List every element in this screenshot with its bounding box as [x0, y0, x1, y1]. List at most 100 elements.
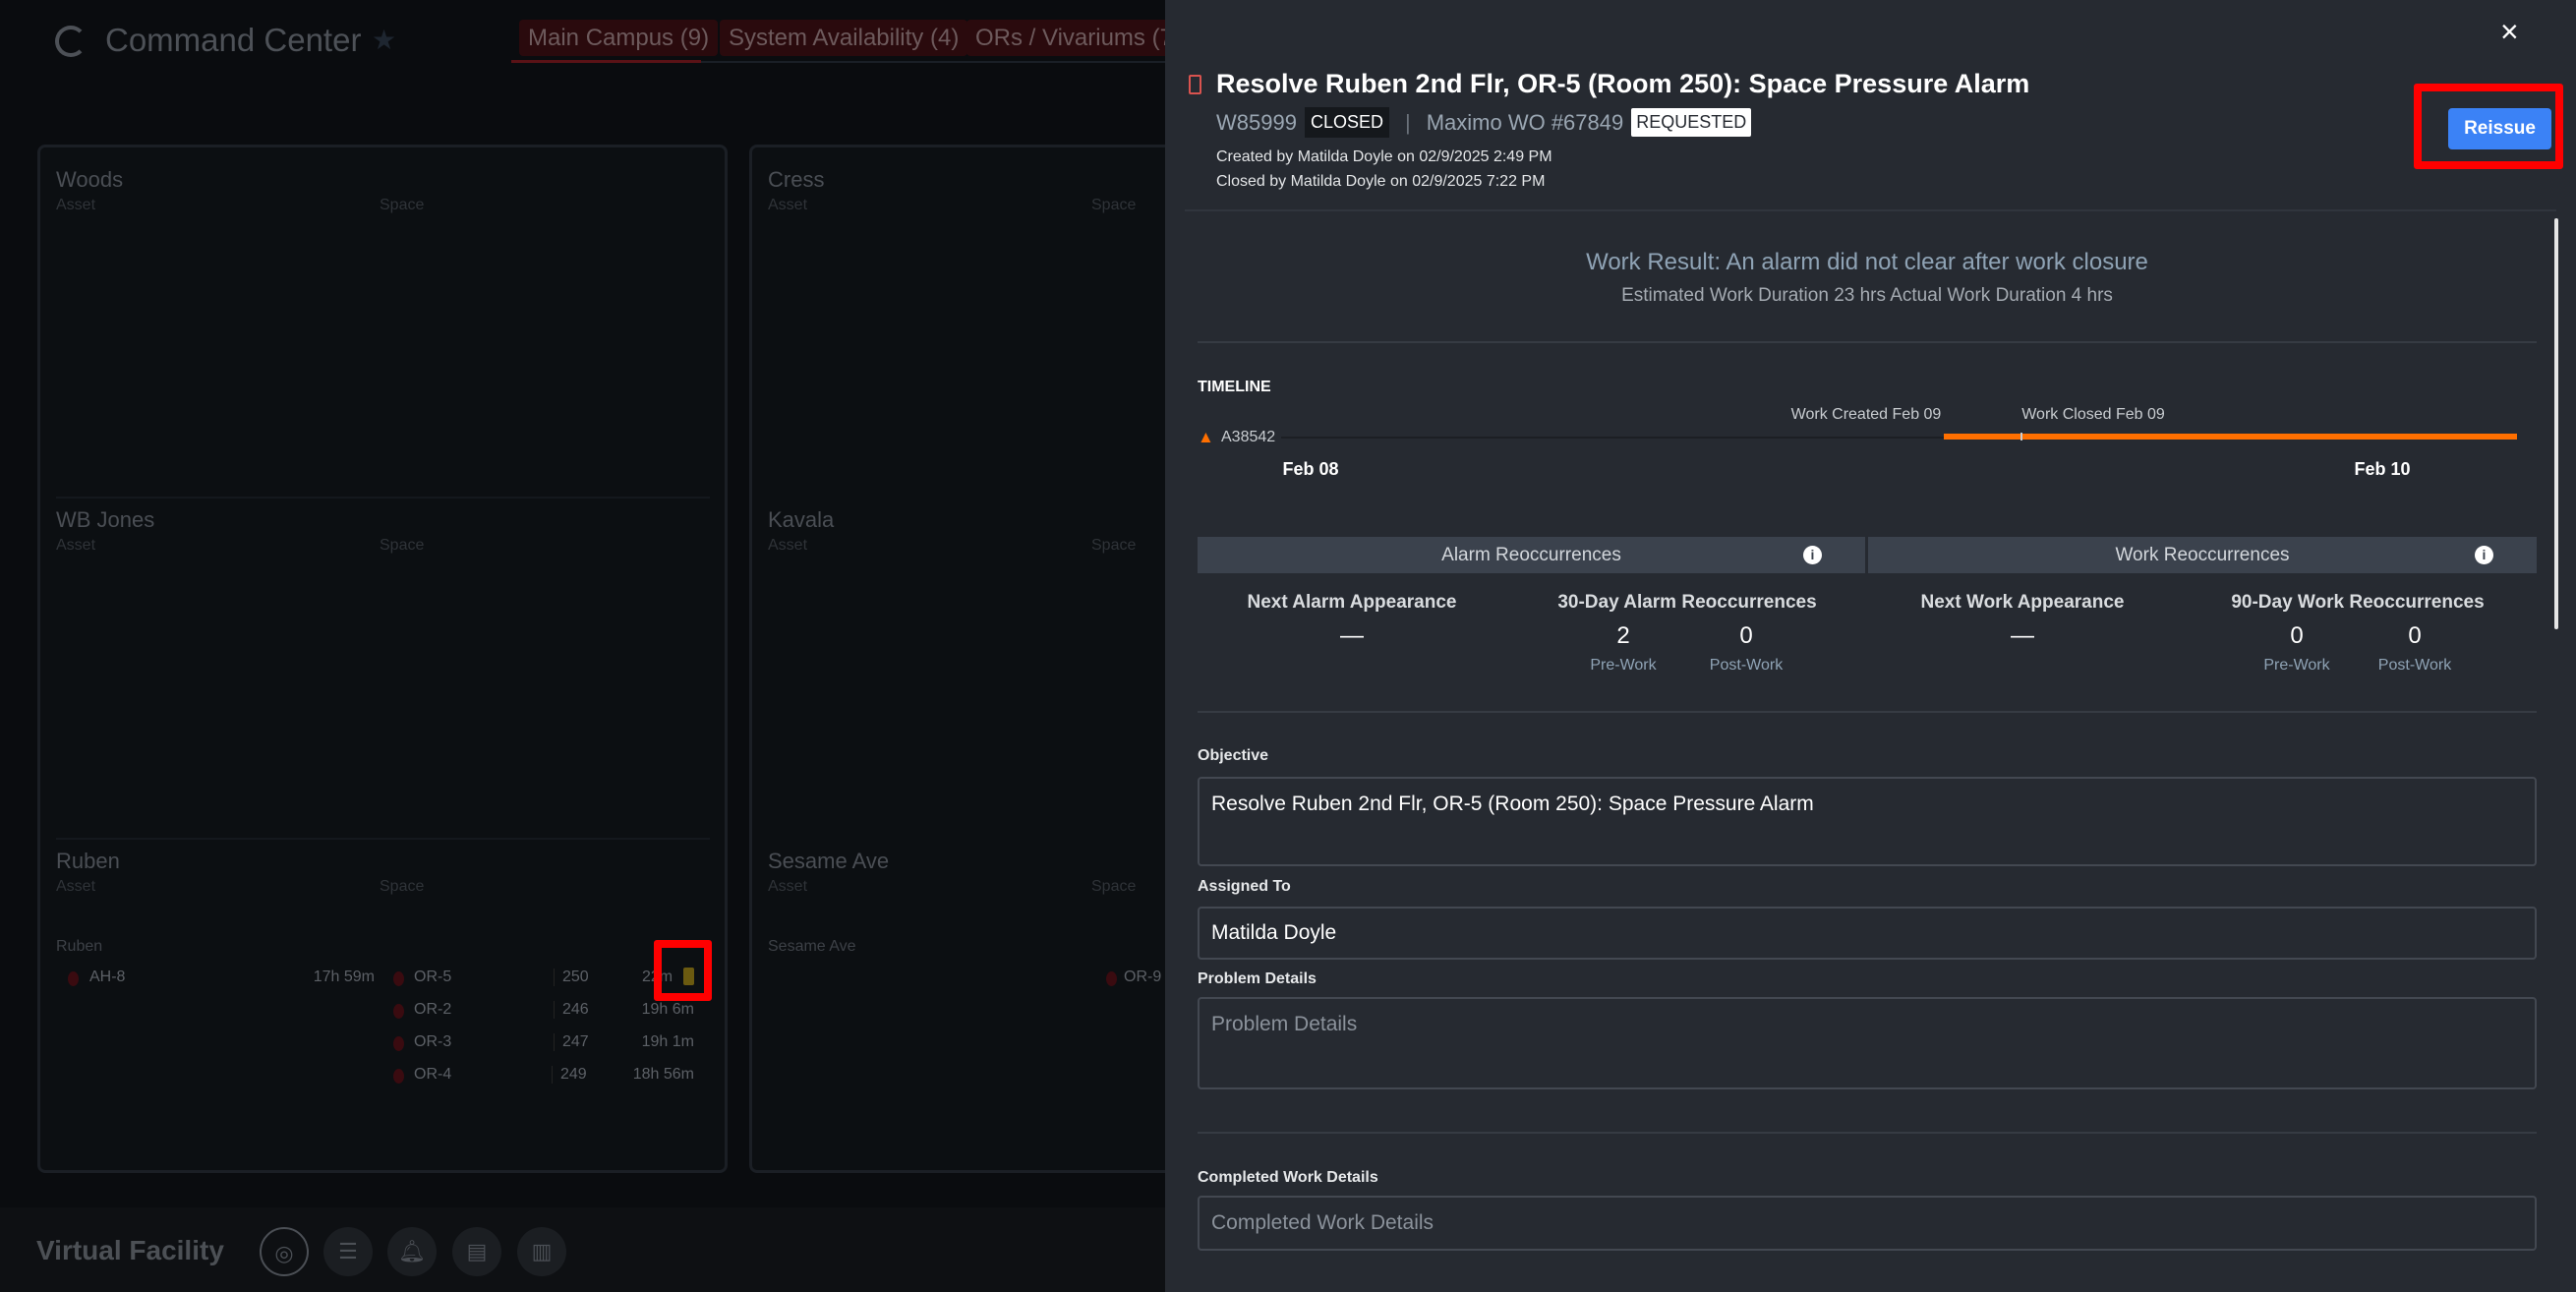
alarm-duration: 17h 59m [313, 969, 375, 985]
highlight-annotation [654, 940, 712, 1001]
space-name: OR-3 [414, 1033, 452, 1050]
chart-icon[interactable]: ▥ [517, 1227, 566, 1276]
alarm-post-work-value: 0 [1739, 622, 1753, 649]
asset-header: Asset [768, 878, 808, 895]
next-work-value: — [2011, 622, 2034, 649]
group-label: Ruben [56, 938, 103, 955]
alarm-reoccurrences-header: Alarm Reoccurrences i [1198, 537, 1865, 573]
space-name: OR-5 [414, 969, 452, 985]
divider [1198, 1132, 2537, 1134]
created-by: Created by Matilda Doyle on 02/9/2025 2:… [1216, 148, 1552, 165]
closed-by: Closed by Matilda Doyle on 02/9/2025 7:2… [1216, 173, 1546, 190]
work-order-icon[interactable] [683, 968, 694, 985]
room-number: 247 [554, 1033, 589, 1051]
scrollbar[interactable] [2554, 218, 2558, 629]
asset-name: AH-8 [89, 969, 126, 985]
timeline-end-date: Feb 10 [2354, 459, 2411, 479]
bell-icon[interactable]: 🔔︎ [387, 1227, 437, 1276]
space-name: OR-4 [414, 1066, 452, 1083]
alarm-count-label: 30-Day Alarm Reoccurrences [1557, 592, 1817, 613]
tab-system-availability[interactable]: System Availability (4) [720, 20, 968, 56]
timeline-label: TIMELINE [1198, 379, 1271, 395]
list-icon[interactable]: ☰ [323, 1227, 373, 1276]
alarm-duration: 18h 56m [632, 1066, 694, 1083]
work-closed-label: Work Closed Feb 09 [2021, 406, 2165, 423]
work-reoccurrences-header: Work Reoccurrences i [1868, 537, 2537, 573]
work-result: Work Result: An alarm did not clear afte… [1586, 249, 2148, 275]
divider [1198, 341, 2537, 343]
alarm-pre-work-value: 2 [1616, 622, 1630, 649]
room-number: 249 [552, 1066, 587, 1084]
maximo-wo: Maximo WO #67849 [1426, 109, 1624, 135]
alarm-duration: 19h 6m [641, 1001, 694, 1018]
next-alarm-label: Next Alarm Appearance [1247, 592, 1457, 613]
favorite-star-icon[interactable]: ★ [372, 25, 397, 55]
timeline-start-date: Feb 08 [1282, 459, 1339, 479]
assigned-to-field[interactable]: Matilda Doyle [1198, 907, 2537, 960]
work-order-icon [1189, 75, 1201, 94]
highlight-annotation [2414, 84, 2563, 169]
bell-icon: ▲ [1198, 428, 1214, 446]
asset-header: Asset [56, 197, 96, 213]
section-title: Woods [56, 167, 124, 192]
section-title: Sesame Ave [768, 849, 890, 873]
separator: | [1404, 109, 1411, 135]
header-divider [1185, 209, 2556, 211]
footer-title: Virtual Facility [36, 1235, 224, 1265]
close-button[interactable]: × [2500, 14, 2519, 49]
maximo-status-badge: REQUESTED [1631, 108, 1752, 137]
tab-underline [511, 61, 1165, 63]
room-number: 250 [554, 969, 589, 986]
alarm-status-dot [393, 971, 404, 986]
work-pre-work-label: Pre-Work [2263, 657, 2330, 674]
alarm-post-work-label: Post-Work [1709, 657, 1784, 674]
space-header: Space [380, 537, 425, 554]
problem-details-field[interactable]: Problem Details [1198, 997, 2537, 1089]
tab-main-campus[interactable]: Main Campus (9) [519, 20, 719, 56]
alarm-status-dot [1106, 971, 1117, 986]
timeline-work-bar [1944, 434, 2517, 440]
space-header: Space [380, 878, 425, 895]
page-title: Command Center [105, 22, 362, 58]
target-icon[interactable]: ◎ [260, 1227, 309, 1276]
next-work-label: Next Work Appearance [1920, 592, 2125, 613]
reissue-button[interactable]: Reissue [2448, 108, 2551, 149]
info-icon[interactable]: i [2475, 546, 2493, 564]
clipboard-icon[interactable]: ▤ [452, 1227, 501, 1276]
completed-work-label: Completed Work Details [1198, 1169, 1378, 1186]
work-pre-work-value: 0 [2290, 622, 2304, 649]
work-order-meta: W85999 CLOSED | Maximo WO #67849 REQUEST… [1216, 107, 1752, 138]
work-post-work-value: 0 [2408, 622, 2422, 649]
group-label: Sesame Ave [768, 938, 856, 955]
status-badge: CLOSED [1304, 107, 1389, 138]
asset-header: Asset [56, 537, 96, 554]
space-name: OR-2 [414, 1001, 452, 1018]
objective-field[interactable]: Resolve Ruben 2nd Flr, OR-5 (Room 250): … [1198, 777, 2537, 866]
alarm-status-dot [393, 1069, 404, 1084]
alarm-status-dot [68, 971, 79, 986]
work-durations: Estimated Work Duration 23 hrs Actual Wo… [1621, 285, 2113, 306]
space-header: Space [1091, 537, 1137, 554]
building-card-left: Woods Asset Space WB Jones Asset Space R… [37, 145, 728, 1173]
alarm-pre-work-label: Pre-Work [1590, 657, 1657, 674]
footer-bar: Virtual Facility [0, 1207, 1165, 1292]
work-post-work-label: Post-Work [2377, 657, 2452, 674]
work-order-panel: × Resolve Ruben 2nd Flr, OR-5 (Room 250)… [1165, 0, 2576, 1292]
alarm-duration: 19h 1m [641, 1033, 694, 1050]
active-tab-indicator [511, 60, 701, 63]
timeline-track [1281, 437, 2517, 439]
tab-ors-vivariums[interactable]: ORs / Vivariums (7) [966, 20, 1190, 56]
section-header: Work Reoccurrences [2115, 545, 2290, 565]
assigned-to-label: Assigned To [1198, 878, 1291, 895]
work-created-label: Work Created Feb 09 [1790, 406, 1942, 423]
info-icon[interactable]: i [1803, 546, 1822, 564]
space-header: Space [1091, 197, 1137, 213]
alarm-status-dot [393, 1036, 404, 1051]
alarm-status-dot [393, 1004, 404, 1019]
section-title: WB Jones [56, 507, 155, 532]
section-title: Ruben [56, 849, 120, 873]
panel-title: Resolve Ruben 2nd Flr, OR-5 (Room 250): … [1216, 69, 2030, 98]
timeline-closed-tick [2020, 433, 2022, 440]
completed-work-field[interactable]: Completed Work Details [1198, 1196, 2537, 1251]
alarm-id: A38542 [1221, 429, 1276, 445]
